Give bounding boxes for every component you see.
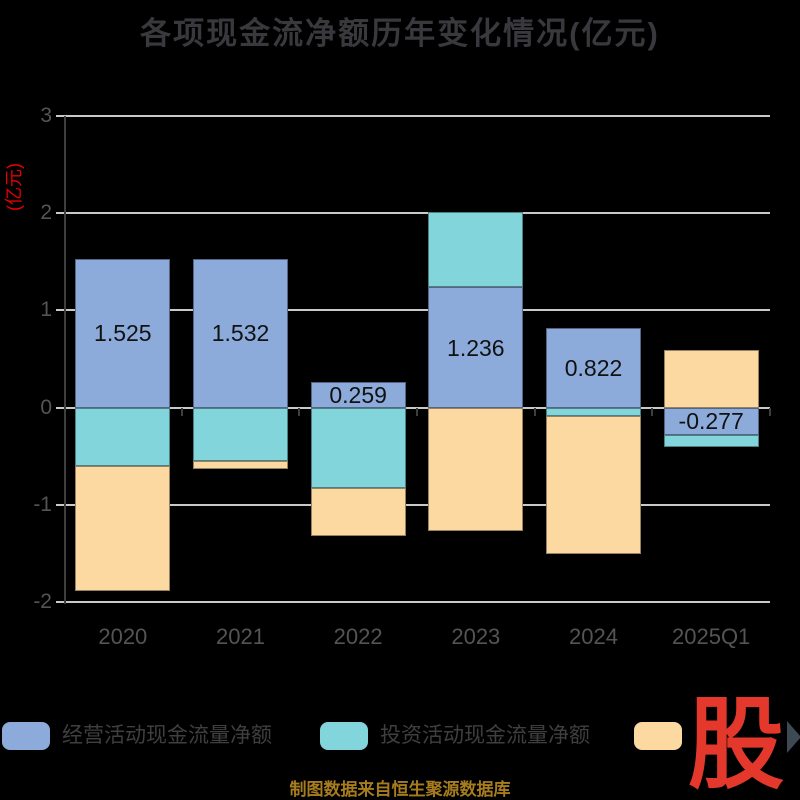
y-tick-mark — [56, 212, 64, 215]
legend-swatch-2 — [320, 722, 368, 750]
bar-value-label: 0.259 — [329, 382, 387, 408]
y-tick-mark — [56, 503, 64, 506]
bar-segment-2025Q1-s2 — [663, 434, 759, 448]
chart-title: 各项现金流净额历年变化情况(亿元) — [140, 16, 660, 51]
y-axis-line — [64, 116, 66, 604]
x-tick-mark — [769, 407, 771, 416]
x-tick-mark — [180, 407, 183, 416]
logo-text: 股 — [688, 689, 784, 800]
bar-value-label: -0.277 — [678, 408, 744, 435]
y-tick-label: -2 — [33, 590, 52, 613]
gridline — [64, 115, 770, 117]
y-tick-label: -1 — [33, 492, 52, 516]
x-tick-label-2024: 2024 — [569, 624, 618, 649]
gridline — [64, 601, 770, 603]
bar-segment-2022-s3 — [310, 488, 406, 536]
bar-value-label: 0.822 — [564, 354, 623, 381]
bar-segment-2022-s1 — [310, 382, 406, 408]
bar-segment-2025Q1-s3 — [663, 350, 759, 408]
stock-logo: 股 — [688, 694, 800, 800]
y-tick-label: 2 — [40, 201, 52, 225]
bar-value-label: 1.532 — [211, 320, 270, 347]
bar-segment-2023-s1 — [428, 287, 524, 408]
bar-segment-2024-s2 — [546, 407, 641, 417]
y-tick-mark — [56, 406, 64, 409]
legend-swatch-3 — [634, 722, 682, 750]
y-tick-mark — [56, 115, 64, 117]
legend-label-1: 经营活动现金流量净额 — [62, 724, 272, 747]
y-tick-label: 1 — [40, 298, 52, 322]
gridline — [64, 503, 770, 506]
y-tick-mark — [56, 601, 64, 603]
bar-segment-2023-s3 — [428, 407, 524, 532]
bar-segment-2020-s2 — [75, 407, 171, 466]
data-source-caption: 制图数据来自恒生聚源数据库 — [289, 780, 511, 799]
y-tick-mark — [56, 309, 64, 312]
x-tick-label-2023: 2023 — [451, 624, 501, 649]
bar-segment-2025Q1-s1 — [663, 407, 759, 435]
x-tick-label-2025Q1: 2025Q1 — [672, 624, 751, 649]
x-tick-mark — [651, 407, 654, 416]
bar-segment-2022-s2 — [310, 407, 406, 489]
bar-segment-2024-s3 — [546, 416, 641, 555]
bar-segment-2020-s1 — [75, 259, 171, 408]
x-tick-label-2020: 2020 — [98, 624, 148, 649]
bar-segment-2021-s3 — [193, 461, 288, 469]
gridline — [64, 309, 770, 312]
legend-swatch-1 — [2, 722, 50, 750]
y-tick-label: 3 — [40, 104, 52, 127]
x-tick-mark — [533, 407, 536, 416]
bar-segment-2024-s1 — [546, 327, 641, 408]
x-tick-label-2021: 2021 — [216, 624, 265, 649]
y-tick-label: 0 — [40, 395, 52, 419]
bar-segment-2021-s1 — [193, 258, 288, 408]
bar-segment-2021-s2 — [193, 407, 288, 462]
gridline — [64, 212, 770, 215]
x-tick-label-2022: 2022 — [333, 624, 383, 649]
bar-segment-2023-s2 — [428, 211, 524, 288]
bar-segment-2020-s3 — [75, 465, 171, 592]
legend-label-2: 投资活动现金流量净额 — [380, 724, 590, 747]
bar-value-label: 1.236 — [447, 334, 505, 361]
x-tick-mark — [416, 407, 418, 416]
bar-value-label: 1.525 — [94, 320, 152, 347]
play-arrow-icon — [787, 721, 800, 753]
x-tick-mark — [298, 407, 301, 416]
